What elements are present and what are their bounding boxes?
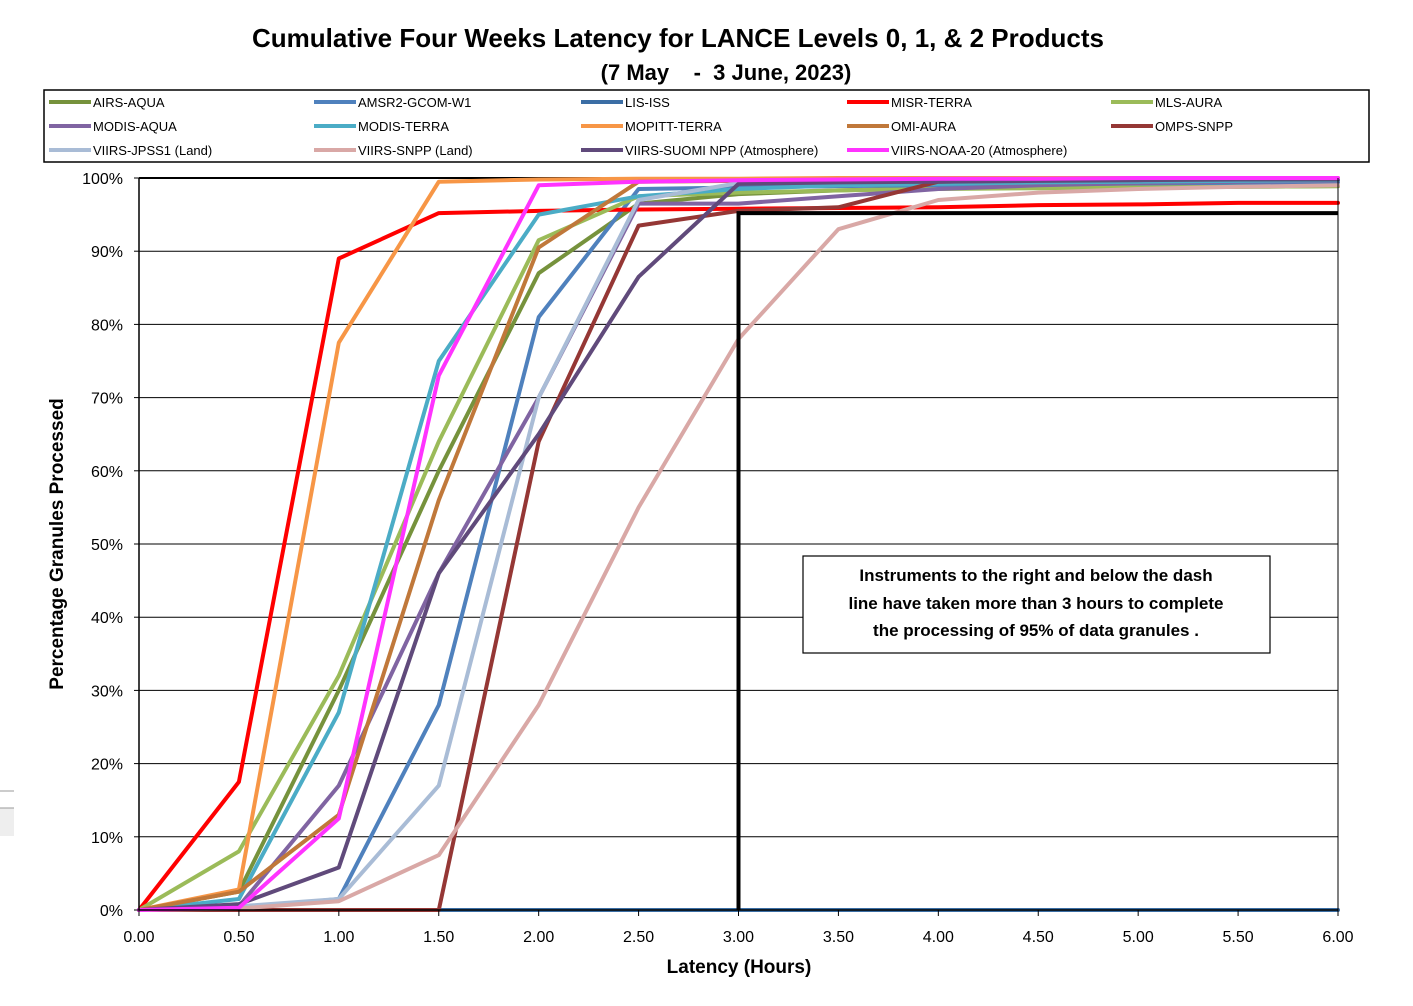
legend-label: MLS-AURA: [1155, 95, 1223, 110]
y-tick-label: 60%: [91, 464, 123, 481]
chart-subtitle: (7 May - 3 June, 2023): [601, 60, 852, 85]
series-line-viirs-suomi-npp-atmosphere: [137, 177, 1340, 912]
annotation-line-1: Instruments to the right and below the d…: [859, 566, 1212, 585]
x-tick-label: 6.00: [1322, 929, 1353, 946]
legend-label: AMSR2-GCOM-W1: [358, 95, 471, 110]
chart-title: Cumulative Four Weeks Latency for LANCE …: [252, 23, 1104, 53]
y-tick-label: 20%: [91, 757, 123, 774]
legend-label: OMI-AURA: [891, 119, 956, 134]
legend-label: VIIRS-SUOMI NPP (Atmosphere): [625, 143, 818, 158]
annotation-line-2: line have taken more than 3 hours to com…: [848, 594, 1223, 613]
y-tick-labels: 0% 10% 20% 30% 40% 50% 60% 70% 80% 90% 100%: [82, 171, 123, 920]
legend: AIRS-AQUA AMSR2-GCOM-W1 LIS-ISS MISR-TERRA M…: [49, 95, 1233, 158]
y-tick-label: 100%: [82, 171, 123, 188]
legend-label: VIIRS-JPSS1 (Land): [93, 143, 212, 158]
legend-label: AIRS-AQUA: [93, 95, 165, 110]
x-tick-label: 3.00: [723, 929, 754, 946]
y-tick-label: 50%: [91, 537, 123, 554]
series-line-viirs-noaa-20-atmosphere: [137, 176, 1340, 912]
x-tick-label: 5.00: [1123, 929, 1154, 946]
y-tick-label: 70%: [91, 391, 123, 408]
x-tick-label: 1.50: [423, 929, 454, 946]
series-line-misr-terra: [137, 200, 1340, 912]
y-tick-label: 40%: [91, 610, 123, 627]
legend-label: MISR-TERRA: [891, 95, 972, 110]
axes: [134, 177, 1339, 916]
x-tick-label: 2.00: [523, 929, 554, 946]
legend-label: VIIRS-NOAA-20 (Atmosphere): [891, 143, 1067, 158]
legend-label: OMPS-SNPP: [1155, 119, 1233, 134]
y-tick-label: 0%: [100, 903, 123, 920]
legend-label: MOPITT-TERRA: [625, 119, 722, 134]
x-tick-labels: 0.00 0.50 1.00 1.50 2.00 2.50 3.00 3.50 4.00 4.50…: [123, 929, 1353, 946]
y-tick-label: 10%: [91, 830, 123, 847]
annotation-line-3: the processing of 95% of data granules .: [873, 621, 1199, 640]
annotation-box: Instruments to the right and below the d…: [802, 555, 1271, 654]
x-tick-label: 0.50: [223, 929, 254, 946]
y-axis-label: Percentage Granules Processed: [47, 398, 68, 689]
x-tick-label: 5.50: [1223, 929, 1254, 946]
y-tick-label: 30%: [91, 683, 123, 700]
y-tick-label: 90%: [91, 244, 123, 261]
x-tick-label: 0.00: [123, 929, 154, 946]
legend-label: LIS-ISS: [625, 95, 670, 110]
reference-line-group: [736, 211, 1338, 910]
y-tick-label: 80%: [91, 317, 123, 334]
legend-label: VIIRS-SNPP (Land): [358, 143, 473, 158]
reference-line: [736, 211, 1338, 910]
x-axis-label: Latency (Hours): [667, 957, 812, 978]
annotation-frame: [802, 555, 1271, 654]
x-tick-label: 4.50: [1023, 929, 1054, 946]
x-tick-label: 1.00: [323, 929, 354, 946]
legend-label: MODIS-AQUA: [93, 119, 177, 134]
x-tick-label: 4.00: [923, 929, 954, 946]
x-tick-label: 3.50: [823, 929, 854, 946]
left-edge-artifact: [0, 790, 14, 836]
legend-label: MODIS-TERRA: [358, 119, 449, 134]
x-tick-label: 2.50: [623, 929, 654, 946]
